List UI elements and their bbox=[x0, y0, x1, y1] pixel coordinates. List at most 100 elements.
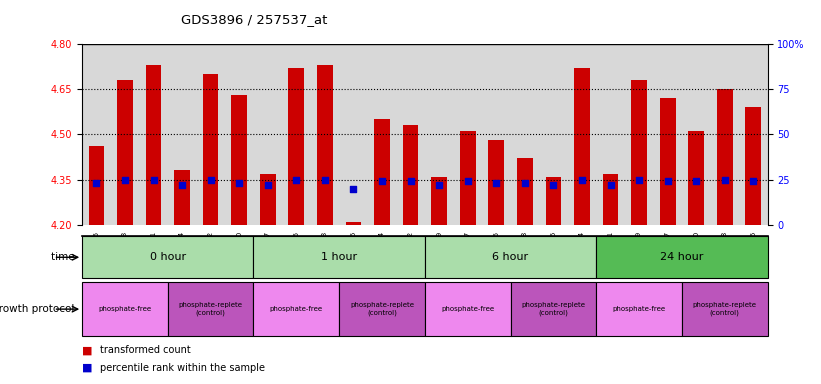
Bar bbox=[82, 282, 167, 336]
Bar bbox=[682, 282, 768, 336]
Bar bbox=[660, 98, 676, 225]
Bar bbox=[317, 65, 333, 225]
Bar bbox=[682, 44, 710, 225]
Bar bbox=[339, 44, 368, 225]
Bar bbox=[574, 68, 589, 225]
Text: phosphate-replete
(control): phosphate-replete (control) bbox=[179, 302, 243, 316]
Bar bbox=[167, 282, 254, 336]
Point bbox=[404, 178, 417, 184]
Text: phosphate-replete
(control): phosphate-replete (control) bbox=[350, 302, 414, 316]
Bar bbox=[260, 174, 276, 225]
Point bbox=[147, 177, 160, 183]
Bar bbox=[117, 80, 133, 225]
Bar bbox=[488, 141, 504, 225]
Text: growth protocol: growth protocol bbox=[0, 304, 78, 314]
Bar bbox=[745, 108, 761, 225]
Bar bbox=[431, 177, 447, 225]
Bar bbox=[567, 44, 596, 225]
Point bbox=[690, 178, 703, 184]
Bar bbox=[254, 44, 282, 225]
Bar bbox=[511, 44, 539, 225]
Text: 24 hour: 24 hour bbox=[660, 252, 704, 262]
Text: transformed count: transformed count bbox=[100, 345, 191, 355]
Point bbox=[375, 178, 388, 184]
Bar bbox=[225, 44, 254, 225]
Bar bbox=[145, 65, 162, 225]
Text: phosphate-free: phosphate-free bbox=[270, 306, 323, 312]
Bar bbox=[82, 236, 254, 278]
Bar bbox=[232, 95, 247, 225]
Bar bbox=[368, 44, 397, 225]
Bar bbox=[346, 222, 361, 225]
Bar bbox=[453, 44, 482, 225]
Point bbox=[118, 177, 131, 183]
Point bbox=[489, 180, 502, 186]
Point bbox=[261, 182, 274, 188]
Bar bbox=[688, 131, 704, 225]
Bar bbox=[511, 282, 596, 336]
Bar bbox=[403, 125, 419, 225]
Bar bbox=[174, 170, 190, 225]
Point bbox=[176, 182, 189, 188]
Bar bbox=[545, 177, 562, 225]
Point bbox=[347, 185, 360, 192]
Text: 6 hour: 6 hour bbox=[493, 252, 529, 262]
Point bbox=[747, 178, 760, 184]
Bar bbox=[539, 44, 567, 225]
Bar bbox=[596, 236, 768, 278]
Bar bbox=[425, 236, 596, 278]
Bar bbox=[282, 44, 310, 225]
Bar bbox=[254, 236, 425, 278]
Bar bbox=[167, 44, 196, 225]
Bar bbox=[397, 44, 425, 225]
Bar bbox=[310, 44, 339, 225]
Bar bbox=[654, 44, 682, 225]
Point bbox=[576, 177, 589, 183]
Point bbox=[718, 177, 732, 183]
Text: phosphate-free: phosphate-free bbox=[99, 306, 152, 312]
Point bbox=[204, 177, 218, 183]
Text: phosphate-replete
(control): phosphate-replete (control) bbox=[521, 302, 585, 316]
Point bbox=[604, 182, 617, 188]
Bar bbox=[425, 44, 453, 225]
Bar bbox=[603, 174, 618, 225]
Bar bbox=[596, 282, 682, 336]
Point bbox=[232, 180, 245, 186]
Point bbox=[547, 182, 560, 188]
Text: phosphate-free: phosphate-free bbox=[441, 306, 494, 312]
Point bbox=[461, 178, 475, 184]
Bar bbox=[631, 80, 647, 225]
Point bbox=[632, 177, 645, 183]
Point bbox=[319, 177, 332, 183]
Bar bbox=[482, 44, 511, 225]
Bar bbox=[339, 282, 425, 336]
Bar bbox=[288, 68, 305, 225]
Bar bbox=[89, 146, 104, 225]
Bar bbox=[82, 44, 111, 225]
Text: phosphate-replete
(control): phosphate-replete (control) bbox=[693, 302, 757, 316]
Text: ■: ■ bbox=[82, 345, 93, 355]
Text: GDS3896 / 257537_at: GDS3896 / 257537_at bbox=[181, 13, 327, 26]
Bar bbox=[739, 44, 768, 225]
Bar bbox=[203, 74, 218, 225]
Text: phosphate-free: phosphate-free bbox=[612, 306, 666, 312]
Text: ■: ■ bbox=[82, 363, 93, 373]
Bar bbox=[717, 89, 732, 225]
Point bbox=[290, 177, 303, 183]
Bar bbox=[517, 159, 533, 225]
Bar bbox=[425, 282, 511, 336]
Bar bbox=[460, 131, 475, 225]
Bar bbox=[374, 119, 390, 225]
Text: percentile rank within the sample: percentile rank within the sample bbox=[100, 363, 265, 373]
Point bbox=[518, 180, 531, 186]
Bar bbox=[710, 44, 739, 225]
Point bbox=[89, 180, 103, 186]
Bar bbox=[196, 44, 225, 225]
Point bbox=[661, 178, 674, 184]
Text: 1 hour: 1 hour bbox=[321, 252, 357, 262]
Bar bbox=[596, 44, 625, 225]
Bar bbox=[140, 44, 167, 225]
Bar bbox=[254, 282, 339, 336]
Text: time: time bbox=[51, 252, 78, 262]
Bar bbox=[111, 44, 140, 225]
